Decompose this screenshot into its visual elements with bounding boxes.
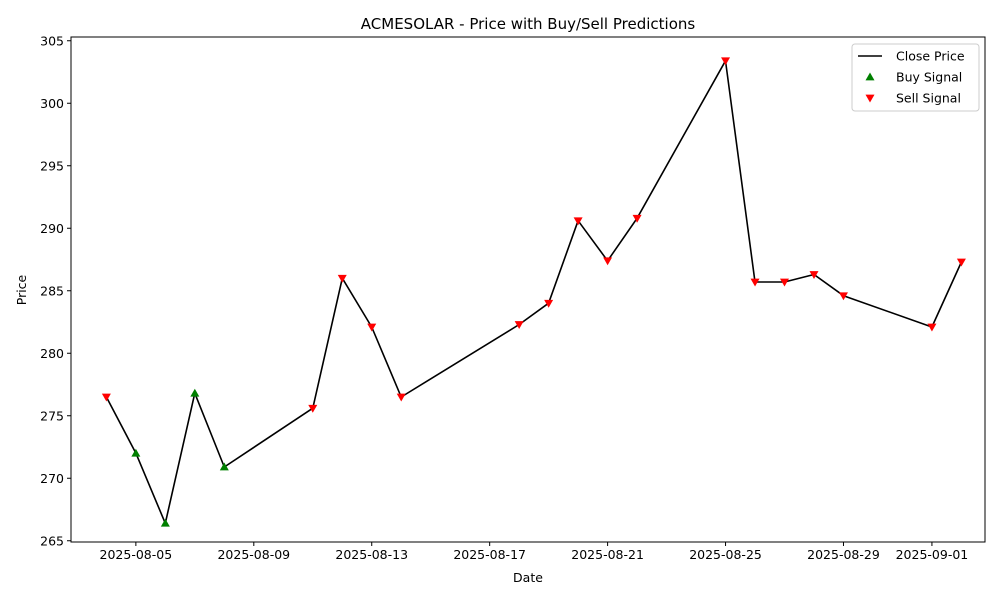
x-tick-label: 2025-08-17: [453, 547, 526, 562]
y-tick-label: 275: [40, 408, 64, 423]
x-tick-label: 2025-08-29: [807, 547, 880, 562]
x-tick-label: 2025-08-13: [335, 547, 408, 562]
x-tick-label: 2025-08-09: [217, 547, 290, 562]
sell-signal-marker: [838, 292, 848, 301]
buy-signal-marker: [131, 448, 141, 457]
x-axis: 2025-08-05 2025-08-09 2025-08-13 2025-08-17…: [100, 542, 969, 562]
y-tick-label: 300: [40, 96, 64, 111]
sell-signal-marker: [308, 404, 318, 413]
y-tick-label: 280: [40, 346, 64, 361]
legend-box: [851, 43, 980, 112]
y-tick-label: 290: [40, 221, 64, 236]
sell-signal-marker: [544, 299, 554, 308]
sell-signal-marker: [337, 274, 347, 283]
x-tick-label: 2025-08-25: [689, 547, 762, 562]
x-tick-label: 2025-08-05: [100, 547, 173, 562]
buy-signal-marker: [219, 462, 229, 471]
x-axis-title: Date: [513, 570, 543, 585]
sell-signal-marker: [721, 57, 731, 66]
y-tick-label: 270: [40, 471, 64, 486]
sell-signal-marker: [514, 321, 524, 329]
y-axis: 265 270 275 280 285 290 295 300 305: [40, 33, 71, 548]
sell-signal-marker: [632, 214, 642, 223]
legend-label: Sell Signal: [896, 91, 961, 106]
chart-title: ACMESOLAR - Price with Buy/Sell Predicti…: [361, 15, 696, 33]
sell-signal-marker: [809, 271, 819, 279]
y-tick-label: 295: [40, 158, 64, 173]
y-tick-label: 265: [40, 533, 64, 548]
legend-label: Close Price: [896, 49, 965, 64]
legend-swatch-sell-signal: [865, 94, 875, 103]
plot-frame: [70, 36, 986, 543]
sell-signal-marker: [396, 393, 406, 402]
buy-signal-marker: [190, 388, 200, 397]
sell-signal-marker: [927, 323, 937, 332]
x-tick-label: 2025-08-21: [571, 547, 644, 562]
sell-signal-marker: [367, 323, 377, 332]
sell-signal-marker: [603, 257, 613, 266]
y-tick-label: 285: [40, 283, 64, 298]
y-axis-title: Price: [14, 274, 29, 305]
legend: Close Price Buy Signal Sell Signal: [851, 43, 980, 112]
buy-signal-marker: [160, 518, 170, 527]
sell-signal-marker: [573, 217, 583, 226]
sell-signal-marker: [780, 278, 790, 287]
x-tick-label: 2025-09-01: [896, 547, 969, 562]
legend-swatch-buy-signal: [865, 72, 875, 81]
sell-signal-marker: [101, 393, 111, 402]
sell-signal-marker: [956, 258, 966, 267]
plot-area: [101, 57, 966, 527]
legend-label: Buy Signal: [896, 70, 962, 85]
sell-signal-marker: [750, 278, 760, 287]
y-tick-label: 305: [40, 33, 64, 48]
